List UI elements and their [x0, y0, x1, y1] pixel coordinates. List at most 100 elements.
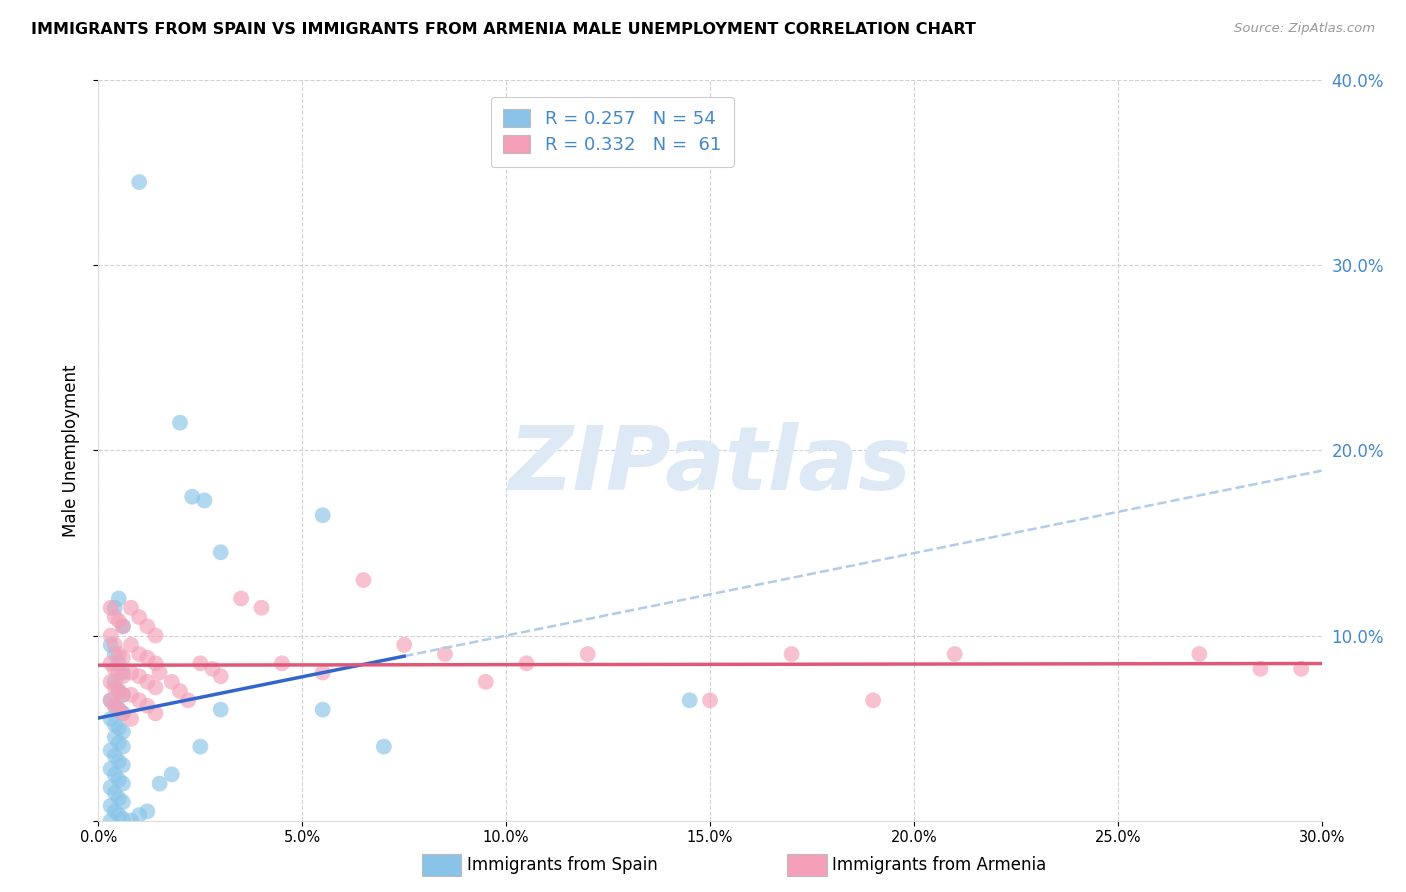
Point	[145, 681, 167, 695]
Point	[100, 628, 122, 642]
Point	[100, 743, 122, 757]
Point	[111, 739, 134, 754]
Point	[104, 681, 127, 695]
Point	[104, 610, 127, 624]
Point	[104, 698, 127, 713]
Point	[108, 808, 131, 822]
Point	[231, 591, 253, 606]
Point	[104, 731, 127, 745]
Point	[128, 175, 150, 189]
Text: IMMIGRANTS FROM SPAIN VS IMMIGRANTS FROM ARMENIA MALE UNEMPLOYMENT CORRELATION C: IMMIGRANTS FROM SPAIN VS IMMIGRANTS FROM…	[31, 22, 976, 37]
Point	[104, 638, 127, 652]
Point	[181, 490, 204, 504]
Point	[120, 600, 142, 615]
Point	[136, 619, 159, 633]
Point	[111, 776, 134, 791]
Point	[188, 739, 212, 754]
Point	[108, 736, 131, 750]
Point	[1291, 662, 1313, 676]
Point	[474, 674, 498, 689]
Point	[100, 693, 122, 707]
Point	[679, 693, 702, 707]
Y-axis label: Male Unemployment: Male Unemployment	[62, 364, 80, 537]
Point	[100, 814, 122, 828]
Point	[128, 610, 150, 624]
Text: Source: ZipAtlas.com: Source: ZipAtlas.com	[1234, 22, 1375, 36]
Point	[104, 647, 127, 661]
Point	[108, 684, 131, 698]
Point	[108, 772, 131, 787]
Point	[100, 780, 122, 795]
Point	[104, 786, 127, 800]
Point	[111, 619, 134, 633]
Point	[943, 647, 966, 661]
Text: Immigrants from Armenia: Immigrants from Armenia	[832, 856, 1046, 874]
Point	[111, 619, 134, 633]
Point	[108, 647, 131, 661]
Point	[862, 693, 884, 707]
Point	[108, 703, 131, 717]
Text: ZIPatlas: ZIPatlas	[509, 422, 911, 508]
Point	[169, 684, 191, 698]
Point	[104, 698, 127, 713]
Point	[111, 688, 134, 702]
Point	[104, 600, 127, 615]
Point	[352, 573, 374, 587]
Point	[193, 493, 215, 508]
Point	[576, 647, 599, 661]
Point	[160, 767, 183, 781]
Point	[136, 805, 159, 819]
Point	[111, 724, 134, 739]
Point	[111, 665, 134, 680]
Point	[108, 614, 131, 628]
Point	[108, 721, 131, 735]
Point	[108, 657, 131, 671]
Point	[100, 762, 122, 776]
Point	[111, 688, 134, 702]
Point	[209, 703, 232, 717]
Point	[104, 805, 127, 819]
Point	[209, 669, 232, 683]
Point	[111, 669, 134, 683]
Point	[104, 748, 127, 763]
Point	[169, 416, 191, 430]
Point	[149, 665, 172, 680]
Point	[145, 628, 167, 642]
Point	[145, 706, 167, 721]
Point	[201, 662, 224, 676]
Point	[160, 674, 183, 689]
Point	[100, 712, 122, 726]
Point	[120, 665, 142, 680]
Point	[100, 798, 122, 813]
Point	[128, 693, 150, 707]
Point	[111, 650, 134, 665]
Point	[100, 657, 122, 671]
Point	[136, 698, 159, 713]
Point	[128, 647, 150, 661]
Point	[250, 600, 273, 615]
Point	[516, 657, 538, 671]
Point	[392, 638, 416, 652]
Point	[111, 758, 134, 772]
Point	[434, 647, 457, 661]
Point	[100, 674, 122, 689]
Point	[104, 717, 127, 731]
Point	[373, 739, 395, 754]
Point	[104, 767, 127, 781]
Point	[1249, 662, 1271, 676]
Point	[100, 638, 122, 652]
Point	[149, 776, 172, 791]
Point	[177, 693, 200, 707]
Point	[100, 600, 122, 615]
Point	[111, 706, 134, 721]
Point	[120, 688, 142, 702]
Point	[108, 755, 131, 769]
Point	[312, 508, 335, 523]
Point	[120, 814, 142, 828]
Point	[108, 791, 131, 805]
Point	[108, 684, 131, 698]
Point	[108, 703, 131, 717]
Point	[111, 795, 134, 809]
Point	[104, 662, 127, 676]
Point	[120, 638, 142, 652]
